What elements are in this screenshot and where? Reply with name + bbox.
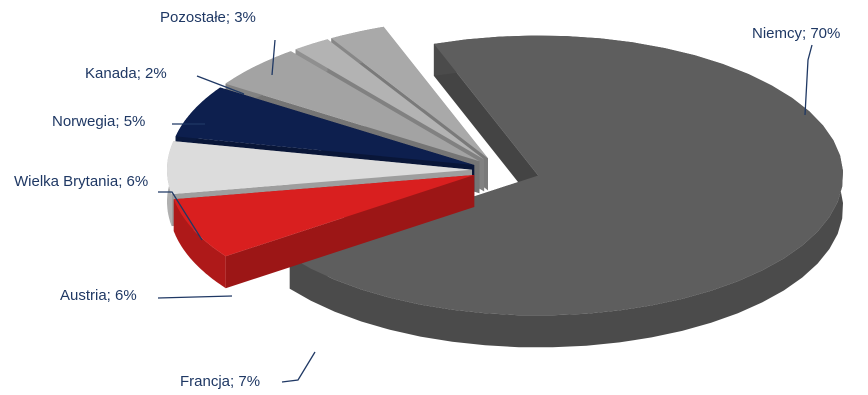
data-label: Norwegia; 5% xyxy=(52,113,146,130)
data-label: Niemcy; 70% xyxy=(752,25,841,42)
data-label: Pozostałe; 3% xyxy=(160,9,256,26)
data-label: Wielka Brytania; 6% xyxy=(14,173,149,190)
slice xyxy=(173,175,475,257)
leader-line xyxy=(804,44,813,116)
slice xyxy=(225,51,480,162)
leader-line xyxy=(158,191,203,241)
slice xyxy=(331,26,488,159)
leader-line xyxy=(281,351,316,383)
slice xyxy=(167,141,472,195)
data-label: Kanada; 2% xyxy=(85,65,167,82)
leader-line xyxy=(196,75,245,95)
slice xyxy=(289,35,843,316)
data-label: Austria; 6% xyxy=(60,287,137,304)
data-label: Francja; 7% xyxy=(180,373,261,390)
slice xyxy=(175,87,475,165)
leader-line xyxy=(271,39,276,76)
slice-side xyxy=(433,43,539,208)
slice xyxy=(295,39,485,160)
slice-side xyxy=(173,199,226,289)
leader-line xyxy=(157,295,233,299)
